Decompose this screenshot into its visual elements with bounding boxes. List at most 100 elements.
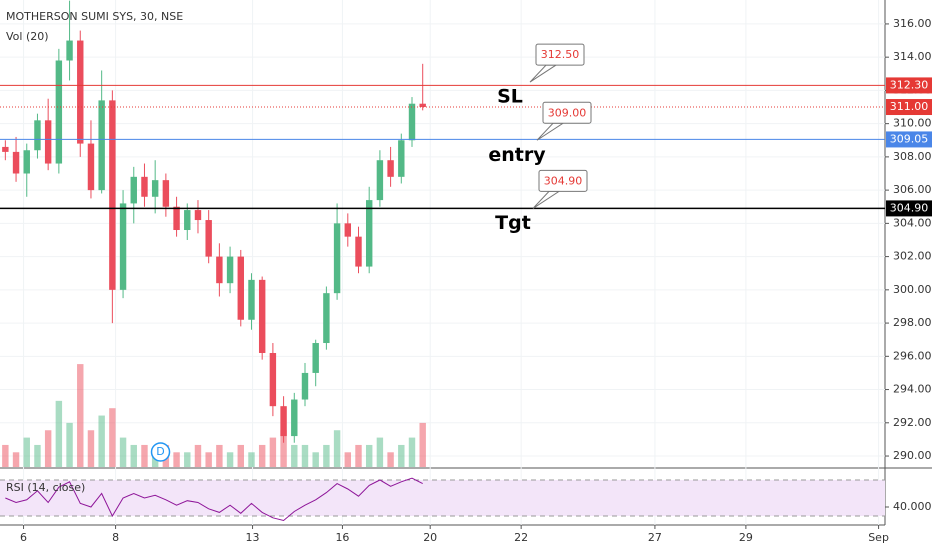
callout-box	[535, 43, 585, 66]
y-tick-label: 306.00	[893, 183, 932, 196]
level-price-label: 309.05	[890, 132, 929, 145]
volume-bar	[55, 400, 63, 467]
rsi-band-fill	[0, 479, 885, 516]
candle-body	[355, 236, 362, 267]
candle-body	[280, 406, 287, 437]
rsi-y-tick-label: 40.0000	[893, 500, 932, 513]
volume-bar	[98, 415, 105, 467]
volume-bar	[419, 422, 426, 467]
volume-bar	[184, 452, 191, 467]
candle-body	[162, 180, 170, 207]
candle-body	[291, 399, 298, 437]
overlay-layer: D 312.30 311.00 309.05 304.90 312.50 SL 309.00 e…	[0, 43, 932, 462]
volume-bar	[280, 430, 287, 467]
volume-bar	[344, 452, 352, 467]
callout-box	[542, 101, 592, 124]
volume-bar	[2, 444, 9, 467]
y-tick-label: 296.00	[893, 349, 932, 362]
candle-body	[216, 256, 223, 284]
callout-text: Tgt	[495, 212, 531, 234]
volume-bar	[376, 437, 384, 467]
candle-body	[365, 200, 373, 267]
candle-body	[387, 160, 394, 177]
volume-bar	[408, 437, 416, 467]
y-tick-label: 292.00	[893, 416, 932, 429]
y-tick-label: 294.00	[893, 383, 932, 396]
volume-bar	[173, 452, 180, 467]
candle-body	[226, 256, 234, 284]
callout-price: 312.50	[541, 48, 580, 61]
candle-body	[151, 180, 159, 197]
volume-bar	[269, 437, 277, 467]
volume-bar	[301, 444, 309, 467]
candle-body	[419, 103, 426, 108]
volume-bar	[398, 444, 405, 467]
y-tick-label: 310.00	[893, 117, 932, 130]
candle-body	[87, 143, 95, 191]
volume-bar	[87, 430, 95, 467]
candle-body	[66, 40, 73, 61]
volume-bar	[34, 444, 41, 467]
volume-bar	[109, 408, 116, 467]
candle-body	[376, 160, 384, 201]
x-tick-label: 13	[246, 531, 260, 544]
x-tick-label: Sep	[868, 531, 889, 544]
volume-bar	[119, 437, 127, 467]
callout-box	[538, 169, 588, 192]
level-price-box	[886, 77, 932, 94]
volume-label: Vol (20)	[6, 30, 49, 43]
callout-price: 309.00	[548, 106, 587, 119]
volume-bar	[248, 452, 255, 467]
y-tick-label: 302.00	[893, 250, 932, 263]
candle-body	[301, 372, 309, 400]
volume-bar	[216, 444, 223, 467]
level-price-label: 312.30	[890, 78, 929, 91]
candle-body	[55, 60, 63, 164]
candle-body	[109, 100, 116, 290]
x-tick-label: 8	[112, 531, 119, 544]
candle-body	[77, 40, 84, 144]
level-price-box	[886, 99, 932, 116]
candle-body	[34, 120, 41, 151]
candle-body	[312, 343, 319, 373]
y-tick-label: 316.00	[893, 17, 932, 30]
candle-body	[398, 140, 405, 177]
volume-bar	[333, 430, 341, 467]
volume-bar	[365, 444, 373, 467]
volume-bar	[205, 452, 212, 467]
volume-bar	[141, 444, 148, 467]
rsi-label: RSI (14, close)	[6, 481, 85, 494]
candle-body	[205, 220, 212, 257]
x-tick-label: 20	[423, 531, 437, 544]
y-tick-label: 304.00	[893, 216, 932, 229]
level-price-box	[886, 200, 932, 217]
callout-text: SL	[497, 86, 523, 108]
callout-price: 304.90	[544, 174, 583, 187]
y-tick-label: 314.00	[893, 50, 932, 63]
candle-body	[258, 279, 266, 353]
volume-bar	[387, 452, 394, 467]
level-price-label: 304.90	[890, 201, 929, 214]
volume-bar	[291, 444, 298, 467]
y-tick-label: 308.00	[893, 150, 932, 163]
candle-body	[12, 151, 20, 174]
candle-body	[269, 352, 277, 407]
volume-bar	[355, 444, 362, 467]
callout-text: entry	[488, 144, 546, 166]
x-tick-label: 16	[335, 531, 349, 544]
volume-bar	[237, 444, 244, 467]
volume-bar	[44, 430, 52, 467]
candle-body	[130, 176, 137, 204]
volume-bar	[194, 444, 202, 467]
y-tick-label: 298.00	[893, 316, 932, 329]
event-marker	[150, 442, 171, 462]
candle-body	[323, 293, 330, 344]
level-price-box	[886, 131, 932, 148]
candle-body	[344, 223, 352, 237]
chart-title: MOTHERSON SUMI SYS, 30, NSE	[6, 10, 183, 23]
candle-body	[237, 256, 244, 320]
candle-body	[23, 150, 30, 174]
candle-body	[248, 279, 255, 320]
volume-bar	[23, 437, 30, 467]
